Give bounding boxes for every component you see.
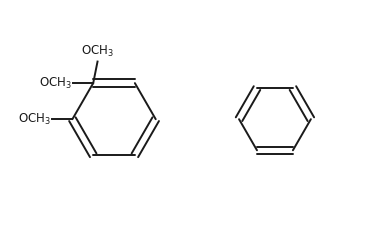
Text: OCH$_3$: OCH$_3$	[39, 76, 72, 91]
Text: OCH$_3$: OCH$_3$	[18, 112, 51, 127]
Text: OCH$_3$: OCH$_3$	[81, 43, 114, 59]
